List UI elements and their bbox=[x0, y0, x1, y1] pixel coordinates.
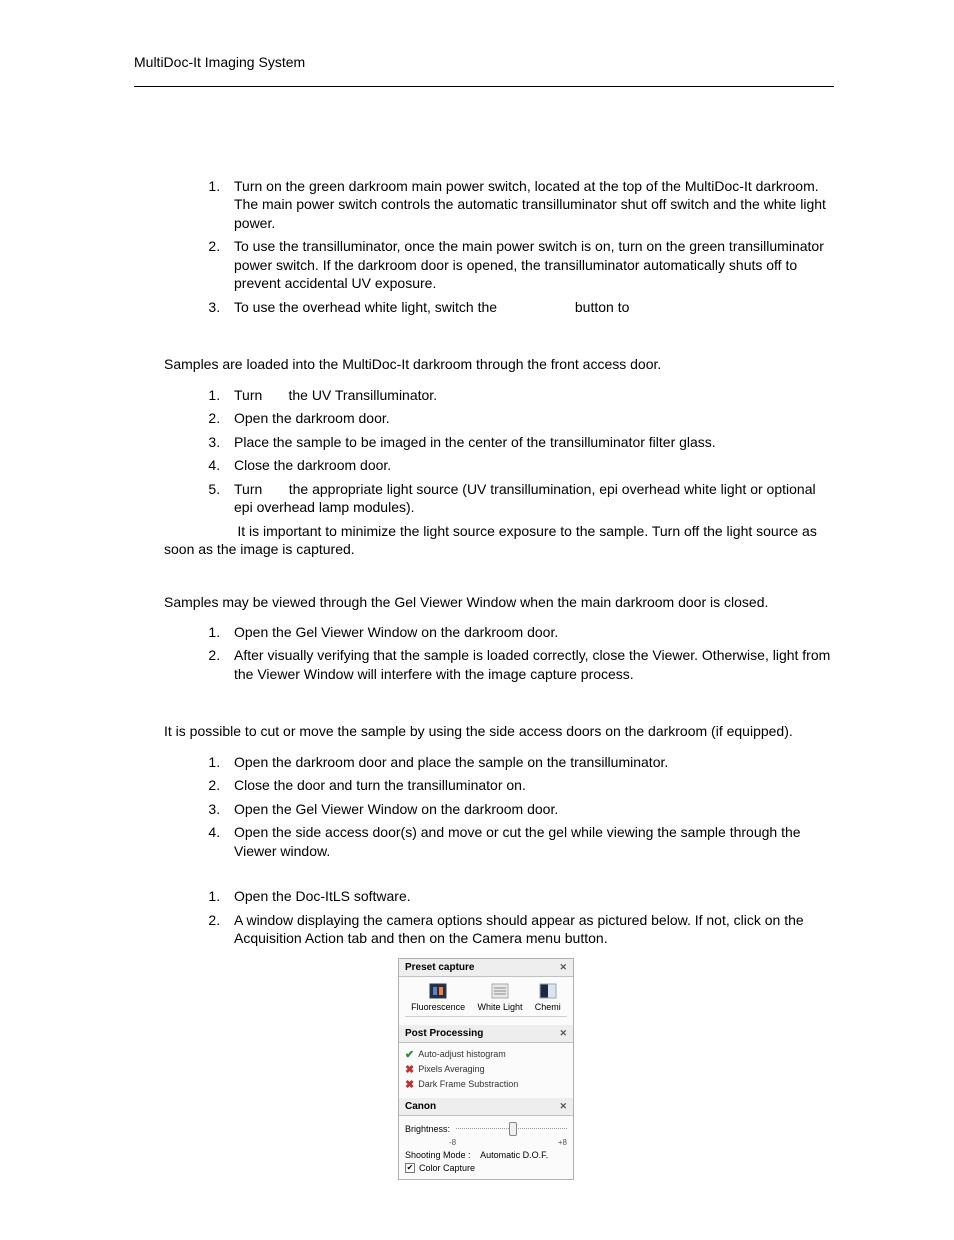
collapse-icon[interactable]: ✕ bbox=[559, 1028, 567, 1039]
color-capture-label: Color Capture bbox=[419, 1163, 475, 1173]
pp-auto-label: Auto-adjust histogram bbox=[418, 1049, 506, 1059]
preset-chemi-button[interactable]: Chemi bbox=[535, 983, 561, 1012]
brightness-label: Brightness: bbox=[405, 1124, 450, 1134]
canon-header[interactable]: Canon ✕ bbox=[399, 1098, 573, 1116]
list-item: Turn on the green darkroom main power sw… bbox=[224, 177, 834, 232]
preset-chemi-label: Chemi bbox=[535, 1002, 561, 1012]
text: Turn bbox=[234, 481, 266, 497]
scale-high: +8 bbox=[558, 1138, 567, 1147]
post-processing-title: Post Processing bbox=[405, 1028, 483, 1039]
preset-capture-title: Preset capture bbox=[405, 962, 474, 973]
section-side-intro: It is possible to cut or move the sample… bbox=[164, 722, 834, 740]
canon-body: Brightness: -8 +8 Shooting Mode : Automa… bbox=[399, 1116, 573, 1179]
pp-dark-label: Dark Frame Substraction bbox=[418, 1079, 518, 1089]
note-body: It is important to minimize the light so… bbox=[164, 523, 817, 557]
preset-capture-header[interactable]: Preset capture ✕ bbox=[399, 959, 573, 977]
section-viewer-intro: Samples may be viewed through the Gel Vi… bbox=[164, 593, 834, 611]
slider-thumb-icon[interactable] bbox=[509, 1122, 517, 1136]
text: To use the overhead white light, switch … bbox=[234, 299, 501, 315]
list-item: Turn On the appropriate light source (UV… bbox=[224, 480, 834, 517]
list-item: After visually verifying that the sample… bbox=[224, 646, 834, 683]
text: the UV Transilluminator. bbox=[285, 387, 438, 403]
color-capture-row[interactable]: ✔ Color Capture bbox=[405, 1161, 567, 1173]
section-power-list: Turn on the green darkroom main power sw… bbox=[138, 177, 834, 316]
note-text: Note: It is important to minimize the li… bbox=[164, 522, 834, 559]
text-bold: On. bbox=[633, 299, 656, 315]
preset-capture-body: Fluorescence White Light Chemi bbox=[399, 977, 573, 1025]
post-processing-body: ✔ Auto-adjust histogram ✖ Pixels Averagi… bbox=[399, 1043, 573, 1098]
list-item: A window displaying the camera options s… bbox=[224, 911, 834, 948]
pp-auto-adjust[interactable]: ✔ Auto-adjust histogram bbox=[405, 1047, 567, 1062]
fluorescence-icon bbox=[429, 983, 447, 999]
shooting-mode-value: Automatic D.O.F. bbox=[480, 1150, 548, 1160]
collapse-icon[interactable]: ✕ bbox=[559, 1101, 567, 1112]
list-item: Open the darkroom door and place the sam… bbox=[224, 753, 834, 771]
page-header: MultiDoc-It Imaging System bbox=[134, 54, 834, 87]
list-item: To use the transilluminator, once the ma… bbox=[224, 237, 834, 292]
list-item: Close the door and turn the transillumin… bbox=[224, 776, 834, 794]
cross-icon: ✖ bbox=[405, 1063, 414, 1076]
shooting-mode-label: Shooting Mode : bbox=[405, 1150, 471, 1160]
pp-pixels-label: Pixels Averaging bbox=[418, 1064, 484, 1074]
preset-fluorescence-label: Fluorescence bbox=[411, 1002, 465, 1012]
section-viewer-list: Open the Gel Viewer Window on the darkro… bbox=[138, 623, 834, 683]
collapse-icon[interactable]: ✕ bbox=[559, 962, 567, 973]
shooting-mode-row: Shooting Mode : Automatic D.O.F. bbox=[405, 1149, 567, 1161]
brightness-scale: -8 +8 bbox=[405, 1138, 567, 1149]
cross-icon: ✖ bbox=[405, 1078, 414, 1091]
list-item: To use the overhead white light, switch … bbox=[224, 298, 834, 316]
list-item: Open the side access door(s) and move or… bbox=[224, 823, 834, 860]
preset-fluorescence-button[interactable]: Fluorescence bbox=[411, 983, 465, 1012]
canon-title: Canon bbox=[405, 1101, 436, 1112]
list-item: Open the darkroom door. bbox=[224, 409, 834, 427]
note-label: Note: bbox=[200, 523, 233, 539]
preset-row: Fluorescence White Light Chemi bbox=[405, 981, 567, 1017]
list-item: Close the darkroom door. bbox=[224, 456, 834, 474]
whitelight-icon bbox=[491, 983, 509, 999]
section-software-list: Open the Doc-ItLS software. A window dis… bbox=[138, 887, 834, 947]
post-processing-header[interactable]: Post Processing ✕ bbox=[399, 1025, 573, 1043]
text-bold: Off bbox=[266, 387, 284, 403]
brightness-slider[interactable] bbox=[456, 1122, 567, 1136]
document-page: MultiDoc-It Imaging System 13 Turn on th… bbox=[0, 0, 954, 1240]
list-item: Open the Gel Viewer Window on the darkro… bbox=[224, 623, 834, 641]
list-item: Place the sample to be imaged in the cen… bbox=[224, 433, 834, 451]
list-item: Open the Doc-ItLS software. bbox=[224, 887, 834, 905]
scale-low: -8 bbox=[449, 1138, 456, 1147]
text-bold: White Light bbox=[501, 299, 571, 315]
camera-panel-figure: Preset capture ✕ Fluorescence bbox=[138, 958, 834, 1180]
preset-whitelight-button[interactable]: White Light bbox=[477, 983, 522, 1012]
pp-dark-frame[interactable]: ✖ Dark Frame Substraction bbox=[405, 1077, 567, 1092]
brightness-row: Brightness: bbox=[405, 1120, 567, 1138]
list-item: Open the Gel Viewer Window on the darkro… bbox=[224, 800, 834, 818]
section-side-list: Open the darkroom door and place the sam… bbox=[138, 753, 834, 860]
list-item: Turn Off the UV Transilluminator. bbox=[224, 386, 834, 404]
section-loading-intro: Samples are loaded into the MultiDoc-It … bbox=[164, 355, 834, 373]
text: the appropriate light source (UV transil… bbox=[234, 481, 816, 515]
text: Turn bbox=[234, 387, 266, 403]
preset-whitelight-label: White Light bbox=[477, 1002, 522, 1012]
pp-pixels-averaging[interactable]: ✖ Pixels Averaging bbox=[405, 1062, 567, 1077]
camera-options-panel: Preset capture ✕ Fluorescence bbox=[398, 958, 574, 1180]
section-loading-list: Turn Off the UV Transilluminator. Open t… bbox=[138, 386, 834, 517]
checkbox-checked-icon[interactable]: ✔ bbox=[405, 1163, 415, 1173]
chemi-icon bbox=[539, 983, 557, 999]
check-icon: ✔ bbox=[405, 1048, 414, 1061]
text-bold: On bbox=[266, 481, 285, 497]
text: button to bbox=[571, 299, 633, 315]
